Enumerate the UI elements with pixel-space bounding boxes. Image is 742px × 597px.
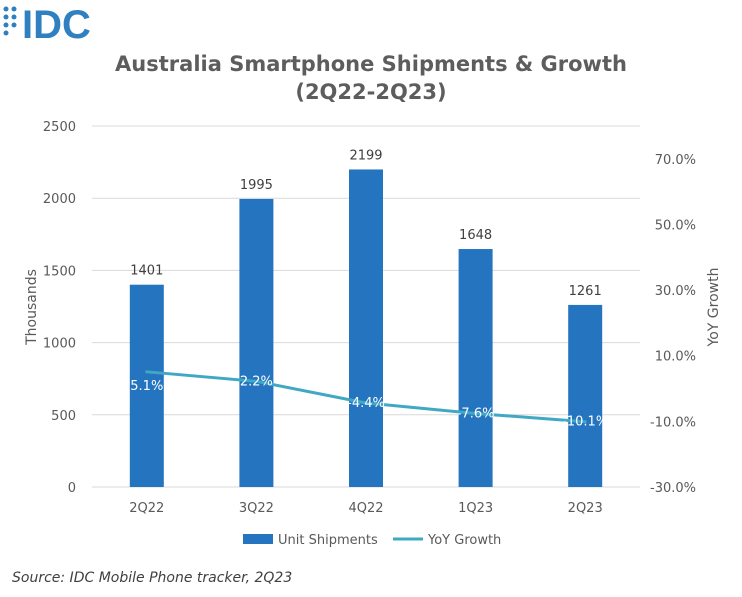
legend-swatch-unit-shipments [243, 534, 273, 544]
source-note: Source: IDC Mobile Phone tracker, 2Q23 [12, 570, 293, 586]
y2-tick-label: 70.0% [655, 153, 696, 168]
x-tick-label: 2Q23 [568, 501, 603, 516]
line-data-label: -4.4% [347, 396, 385, 411]
bar-2q23 [568, 304, 603, 487]
y-tick-label: 0 [68, 481, 76, 496]
bar-data-label: 2199 [349, 148, 382, 163]
y-tick-label: 500 [51, 409, 76, 424]
bar-data-label: 1648 [459, 228, 492, 243]
legend-label-unit-shipments: Unit Shipments [278, 533, 378, 548]
y-tick-label: 2500 [43, 120, 76, 135]
chart-title: Australia Smartphone Shipments & Growth [115, 52, 627, 76]
line-data-label: 2.2% [240, 374, 273, 389]
x-tick-label: 2Q22 [129, 501, 164, 516]
x-tick-label: 3Q22 [239, 501, 274, 516]
y-axis-label: Thousands [24, 269, 40, 346]
y-tick-label: 2000 [43, 192, 76, 207]
bar-data-label: 1401 [130, 264, 163, 279]
y2-tick-label: -30.0% [650, 481, 696, 496]
bar-3q22 [239, 198, 274, 487]
bar-4q22 [349, 169, 383, 487]
bar-data-label: 1995 [240, 178, 273, 193]
y2-tick-label: 50.0% [655, 218, 696, 233]
y2-tick-label: -10.0% [650, 415, 696, 430]
x-tick-label: 4Q22 [348, 501, 383, 516]
line-data-label: 5.1% [130, 379, 163, 394]
legend-label-yoy-growth: YoY Growth [427, 533, 501, 548]
idc-logo: IDC [3, 3, 91, 47]
line-data-label: -10.1% [562, 415, 608, 430]
y-tick-label: 1500 [43, 264, 76, 279]
line-data-label: -7.6% [457, 406, 495, 421]
x-tick-label: 1Q23 [458, 501, 493, 516]
bar-2q22 [129, 284, 164, 487]
idc-logo-text: IDC [22, 3, 91, 47]
bar-1q23 [458, 249, 493, 487]
y2-axis-label: YoY Growth [706, 268, 722, 348]
yoy-growth-line [145, 370, 587, 424]
y2-tick-label: 30.0% [655, 284, 696, 299]
chart-subtitle: (2Q22-2Q23) [295, 80, 447, 104]
bar-data-label: 1261 [569, 284, 602, 299]
y-tick-label: 1000 [43, 337, 76, 352]
y2-tick-label: 10.0% [655, 350, 696, 365]
